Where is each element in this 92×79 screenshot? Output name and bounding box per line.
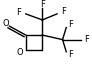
Text: F: F <box>84 35 89 44</box>
Text: F: F <box>40 0 45 9</box>
Text: F: F <box>68 20 73 29</box>
Text: F: F <box>68 50 73 59</box>
Text: O: O <box>16 48 23 57</box>
Text: F: F <box>61 7 66 16</box>
Text: O: O <box>2 19 9 28</box>
Text: F: F <box>16 8 21 17</box>
